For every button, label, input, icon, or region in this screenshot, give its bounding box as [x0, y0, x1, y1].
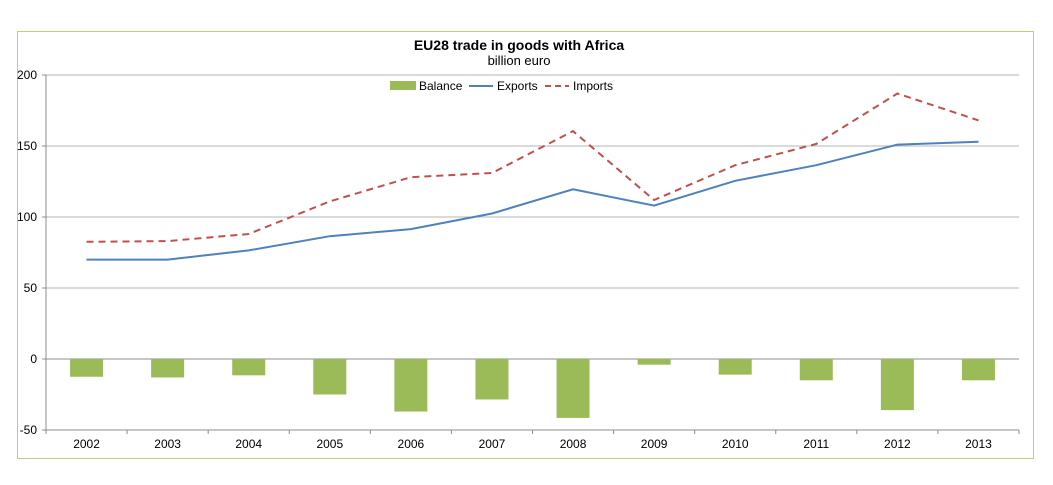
x-tick-label: 2012 [884, 437, 911, 451]
bar-balance-2002 [70, 359, 104, 377]
x-tick-label: 2005 [316, 437, 343, 451]
bar-balance-2005 [313, 359, 347, 395]
x-tick-label: 2011 [803, 437, 829, 451]
x-tick-label: 2006 [398, 437, 425, 451]
y-tick-label: 150 [17, 139, 37, 153]
x-tick-label: 2004 [235, 437, 262, 451]
chart-title: EU28 trade in goods with Africa [414, 37, 625, 53]
x-tick-label: 2007 [479, 437, 506, 451]
bar-balance-2010 [718, 359, 752, 375]
y-tick-label: -50 [20, 423, 38, 437]
line-exports [86, 140, 979, 261]
bar-balance-2013 [961, 359, 995, 381]
x-tick-label: 2013 [965, 437, 992, 451]
chart-subtitle: billion euro [488, 53, 551, 68]
bar-balance-2008 [556, 359, 590, 418]
bar-balance-2009 [637, 359, 671, 365]
x-tick-label: 2010 [722, 437, 749, 451]
chart-frame [17, 31, 1034, 459]
y-tick-label: 50 [24, 281, 38, 295]
y-tick-label: 200 [17, 68, 37, 82]
y-tick-label: 100 [17, 210, 37, 224]
bar-balance-2007 [475, 359, 509, 400]
bar-balance-2004 [232, 359, 266, 376]
bar-balance-2003 [151, 359, 185, 378]
x-tick-label: 2009 [641, 437, 668, 451]
bar-balance-2012 [880, 359, 914, 411]
x-tick-label: 2002 [73, 437, 100, 451]
y-tick-label: 0 [30, 352, 37, 366]
legend-swatch-balance [390, 81, 416, 90]
x-tick-label: 2003 [154, 437, 181, 451]
line-imports [86, 92, 979, 243]
x-tick-label: 2008 [560, 437, 587, 451]
legend-label-balance: Balance [419, 79, 463, 93]
bar-balance-2011 [799, 359, 833, 381]
bar-balance-2006 [394, 359, 428, 412]
legend-label-exports: Exports [497, 79, 538, 93]
legend-label-imports: Imports [573, 79, 613, 93]
